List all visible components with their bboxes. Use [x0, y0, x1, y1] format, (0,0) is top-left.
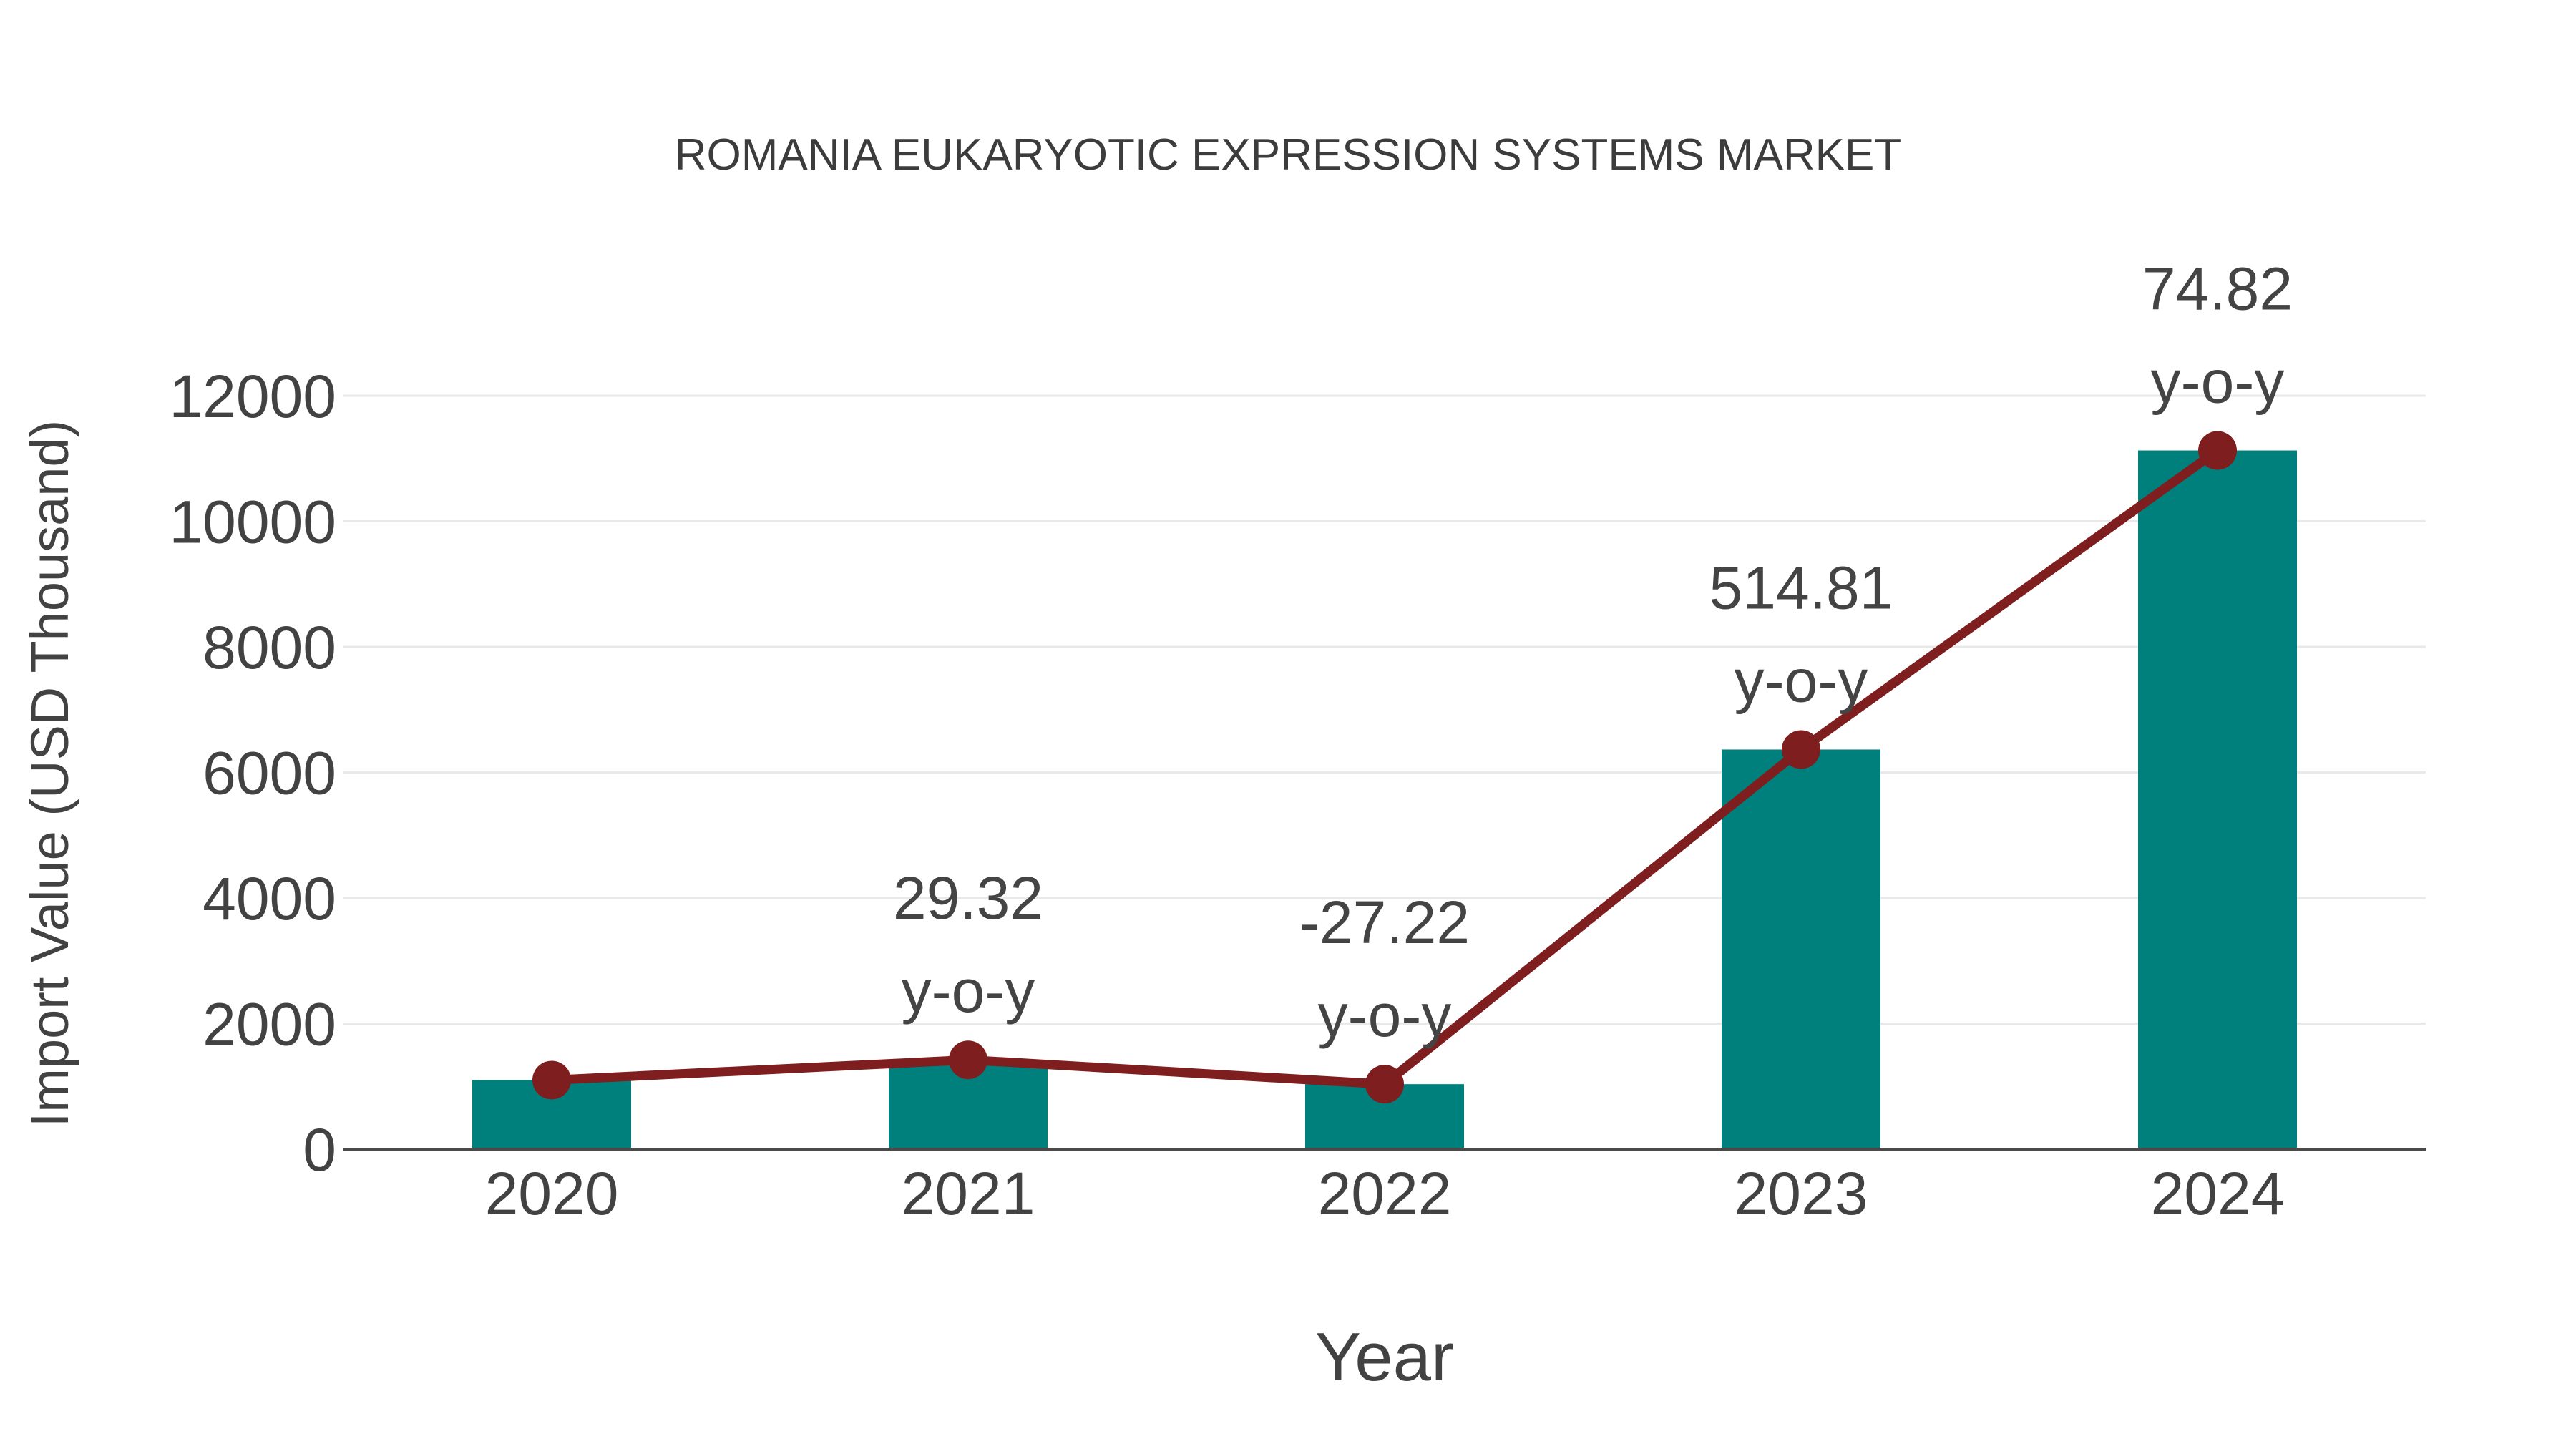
line-series: [532, 431, 2237, 1104]
annotation-2021-unit: y-o-y: [902, 957, 1035, 1025]
y-axis-tick-labels: 0 2000 4000 6000 8000 10000 12000: [169, 363, 336, 1184]
y-tick-label-12000: 12000: [169, 363, 336, 430]
annotations: 29.32 y-o-y -27.22 y-o-y 514.81 y-o-y 74.82 y-o…: [893, 255, 2293, 1050]
y-tick-label-2000: 2000: [203, 991, 336, 1058]
annotation-2023-value: 514.81: [1709, 554, 1893, 621]
annotation-2021-value: 29.32: [893, 864, 1043, 932]
x-axis-title: Year: [1315, 1319, 1454, 1395]
line-marker-2022: [1365, 1065, 1404, 1104]
x-tick-label-2023: 2023: [1735, 1160, 1868, 1227]
y-axis-title: Import Value (USD Thousand): [20, 420, 79, 1128]
annotation-2023-unit: y-o-y: [1735, 647, 1868, 714]
annotation-2024-unit: y-o-y: [2151, 348, 2285, 416]
line-marker-2024: [2198, 431, 2237, 470]
x-tick-label-2021: 2021: [902, 1160, 1035, 1227]
gridlines: [343, 394, 2426, 1025]
x-tick-label-2022: 2022: [1318, 1160, 1452, 1227]
y-tick-label-8000: 8000: [203, 614, 336, 681]
x-axis-tick-labels: 2020 2021 2022 2023 2024: [485, 1160, 2285, 1227]
line-marker-2023: [1782, 730, 1820, 769]
line-marker-2021: [949, 1040, 987, 1080]
annotation-2022-value: -27.22: [1299, 889, 1470, 956]
annotation-2024-value: 74.82: [2142, 255, 2293, 323]
y-tick-label-10000: 10000: [169, 489, 336, 556]
y-tick-label-0: 0: [303, 1116, 336, 1184]
annotation-2022-unit: y-o-y: [1318, 982, 1452, 1049]
chart-title: ROMANIA EUKARYOTIC EXPRESSION SYSTEMS MA…: [675, 130, 1902, 180]
y-tick-label-4000: 4000: [203, 865, 336, 932]
x-tick-label-2020: 2020: [485, 1160, 619, 1227]
y-tick-label-6000: 6000: [203, 740, 336, 807]
line-marker-2020: [532, 1060, 571, 1100]
bar-2024: [2138, 450, 2297, 1149]
x-tick-label-2024: 2024: [2151, 1160, 2285, 1227]
bar-2023: [1722, 749, 1880, 1149]
